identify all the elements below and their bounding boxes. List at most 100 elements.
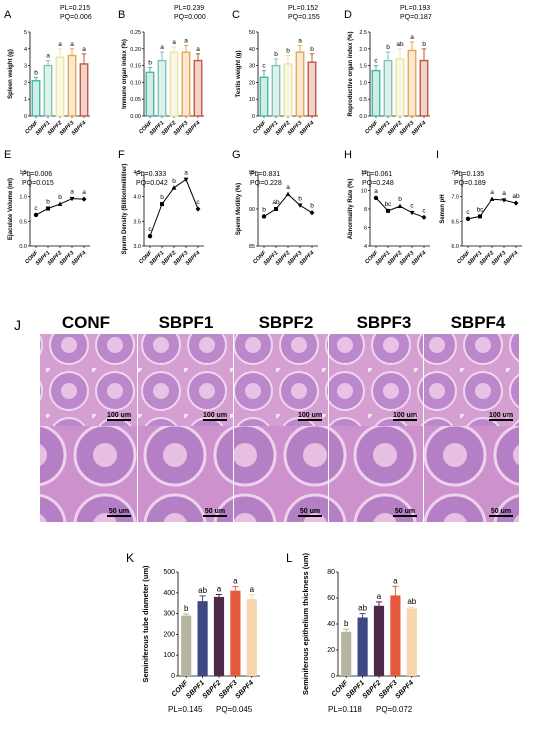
data-point [195,206,201,212]
bar-SBPF2 [395,58,405,117]
bar-CONF [31,80,41,117]
y-tick-label: 10 [361,189,367,195]
stat-pq: PQ=0.228 [250,180,282,187]
y-tick-label: 0.15 [130,64,141,70]
significance-letter: a [70,189,74,196]
significance-letter: b [422,41,426,48]
scale-bar-label: 50 um [395,508,415,515]
chart-panel-B: B PL=0.239 PQ=0.000 0.00 0.05 0.10 0.15 0.20 0.2… [118,5,206,137]
x-tick-label: SBPF4 [394,679,415,700]
y-tick-label: 1.0 [359,80,367,86]
y-tick-label: 50 [249,30,255,36]
bar-SBPF1 [157,59,167,117]
data-point [46,206,50,211]
bar-SBPF3 [295,51,305,117]
stat-pl: PL=0.239 [174,5,204,12]
y-axis-label: Abnormality Rate (%) [348,179,354,240]
y-tick-label: 0.0 [19,244,27,250]
y-tick-label: 0.5 [19,219,27,225]
bar-SBPF1 [357,617,368,676]
significance-letter: b [274,51,278,58]
y-axis-label: Testis weight (g) [236,51,242,98]
significance-letter: c [374,58,378,65]
y-tick-label: 3 [24,64,27,70]
y-tick-label: 0 [171,673,175,680]
significance-letter: b [160,194,164,201]
significance-letter: a [184,169,188,176]
data-point [513,200,519,206]
chart-panel-C: C PL=0.152 PQ=0.155 0 10 20 30 40 50 Testis weigh… [232,5,320,137]
y-tick-label: 40 [249,47,255,53]
stat-pl: PL=0.831 [250,171,280,178]
significance-letter: a [46,53,50,60]
y-tick-label: 200 [163,631,175,638]
histology-group-label: SBPF2 [259,313,314,332]
histology-image-SBPF3-low [329,334,423,426]
significance-letter: ab [396,41,404,48]
panel-letter-H: H [344,149,352,161]
significance-letter: a [250,585,255,594]
chart-panel-H: H PL=0.061 PQ=0.248 4 6 8 10 12 Abnormality Rate… [344,149,430,267]
series-line [467,198,517,220]
y-tick-label: 95 [249,170,255,176]
scale-bar-label: 50 um [300,508,320,515]
significance-letter: b [310,203,314,210]
y-tick-label: 0 [252,114,255,120]
data-point [373,195,379,201]
bar-CONF [259,76,269,117]
y-axis-label: Seminiferous epithelium thickness (um) [301,552,310,695]
significance-letter: a [58,41,62,48]
scale-bar-label: 50 um [109,508,129,515]
y-tick-label: 0.25 [130,30,141,36]
significance-letter: c [410,203,414,210]
y-tick-label: 4.5 [133,170,141,176]
panel-letter-L: L [286,551,293,565]
histology-image-SBPF3-high [329,426,423,522]
y-tick-label: 0.05 [130,97,141,103]
x-tick-label: SBPF4 [234,679,255,700]
bar-SBPF2 [55,56,65,117]
y-tick-label: 1.0 [19,195,27,201]
stat-pl: PL=0.118 [328,705,362,714]
scale-bar-label: 100 um [203,412,227,419]
y-tick-label: 7.0 [451,195,459,201]
scale-bar-label: 100 um [393,412,417,419]
y-tick-label: 60 [327,595,335,602]
bar-SBPF4 [246,599,257,676]
stat-pl: PL=0.145 [168,705,203,714]
panel-letter-E: E [4,149,11,161]
panel-letter-G: G [232,149,241,161]
y-tick-label: 0.10 [130,80,141,86]
y-tick-label: 0.5 [359,97,367,103]
data-point [33,212,39,218]
significance-letter: b [46,199,50,206]
y-tick-label: 90 [249,207,255,213]
chart-panel-G: G PL=0.831 PQ=0.228 85 90 95 Sperm Motility (%… [232,149,318,267]
significance-letter: bc [385,201,393,208]
data-point [81,196,87,202]
y-tick-label: 0 [331,673,335,680]
significance-letter: b [398,196,402,203]
panel-letter-F: F [118,149,125,161]
y-tick-label: 1.5 [359,64,367,70]
y-tick-label: 0.0 [359,114,367,120]
significance-letter: c [466,209,470,216]
y-tick-label: 0 [24,114,27,120]
data-point [309,210,315,216]
scale-bar-label: 50 um [491,508,511,515]
significance-letter: a [233,577,238,586]
scale-bar-label: 50 um [205,508,225,515]
y-tick-label: 6 [364,226,367,232]
y-tick-label: 4 [24,47,27,53]
data-point [421,214,427,220]
histology-image-SBPF1-low [138,334,233,426]
bar-SBPF1 [271,64,281,117]
significance-letter: a [490,189,494,196]
significance-letter: a [286,184,290,191]
significance-letter: b [58,194,62,201]
scale-bar-label: 100 um [489,412,513,419]
y-tick-label: 2.5 [359,30,367,36]
y-axis-label: Sperm Density (Billion/milliliter) [122,164,128,255]
significance-letter: b [310,46,314,53]
significance-letter: b [34,69,38,76]
